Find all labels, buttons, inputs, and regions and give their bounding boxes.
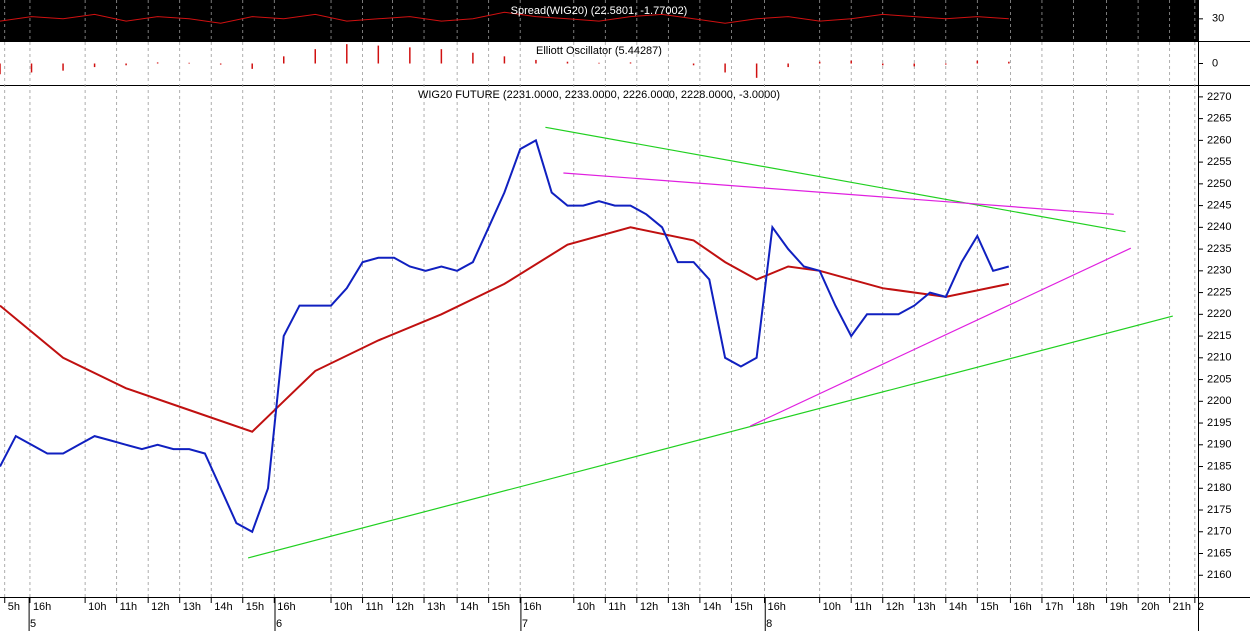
x-tick-label: 11h [854,601,872,613]
y-tick-label: 2235 [1207,243,1231,255]
x-tick-label: 12h [151,601,169,613]
y-tick-label: 2205 [1207,373,1231,385]
x-tick-label: 13h [183,601,201,613]
x-tick-label: 12h [640,601,658,613]
x-tick-label: 14h [949,601,967,613]
x-tick-label: 13h [671,601,689,613]
series-line [0,138,1010,534]
x-tick-label: 15h [492,601,510,613]
x-tick-label: 11h [120,601,138,613]
x-tick-label: 16h [33,601,51,613]
y-tick-label: 0 [1212,57,1218,69]
trend-line [545,126,1126,233]
y-tick-label: 2160 [1207,569,1231,581]
x-tick-label: 16h [1013,601,1031,613]
y-tick-label: 2240 [1207,221,1231,233]
oscillator-title: Elliott Oscillator (5.44287) [536,45,662,57]
y-tick-label: 2250 [1207,178,1231,190]
marks [0,11,1173,559]
x-tick-label: 16h [277,601,295,613]
y-tick-label: 2165 [1207,547,1231,559]
x-tick-label: 16h [523,601,541,613]
x-tick-label: 15h [734,601,752,613]
x-tick-label: 12h [886,601,904,613]
x-tick-label: 13h [427,601,445,613]
y-tick-label: 2220 [1207,308,1231,320]
x-tick-label: 15h [980,601,998,613]
day-label: 5 [30,618,36,630]
y-tick-label: 2185 [1207,460,1231,472]
y-tick-label: 2190 [1207,439,1231,451]
x-tick-label: 2 [1198,601,1204,613]
x-tick-label: 16h [768,601,786,613]
y-tick-label: 2170 [1207,526,1231,538]
series-line [0,11,1009,24]
x-tick-label: 13h [917,601,935,613]
y-tick-label: 2255 [1207,156,1231,168]
spread-title: Spread(WIG20) (22.5801, -1.77002) [511,5,688,17]
x-tick-label: 21h [1173,601,1191,613]
y-tick-label: 30 [1212,13,1224,25]
trend-line [247,315,1173,559]
x-tick-label: 14h [460,601,478,613]
trend-line [563,172,1114,215]
x-tick-label: 12h [396,601,414,613]
chart-title: WIG20 FUTURE (2231.0000, 2233.0000, 2226… [418,89,780,101]
x-tick-label: 5h [8,601,20,613]
x-tick-label: 10h [577,601,595,613]
x-tick-label: 20h [1141,601,1159,613]
day-label: 6 [276,618,282,630]
x-tick-label: 11h [608,601,626,613]
y-tick-label: 2265 [1207,113,1231,125]
y-tick-label: 2260 [1207,134,1231,146]
x-tick-label: 11h [366,601,384,613]
y-tick-label: 2180 [1207,482,1231,494]
y-tick-label: 2195 [1207,417,1231,429]
trend-line [750,247,1132,427]
y-tick-label: 2230 [1207,265,1231,277]
y-tick-label: 2225 [1207,286,1231,298]
day-label: 7 [522,618,528,630]
x-tick-label: 14h [214,601,232,613]
x-tick-label: 10h [88,601,106,613]
y-tick-label: 2245 [1207,200,1231,212]
series-line [0,226,1010,433]
y-tick-label: 2175 [1207,504,1231,516]
x-tick-label: 10h [334,601,352,613]
x-tick-label: 14h [703,601,721,613]
y-tick-label: 2215 [1207,330,1231,342]
x-tick-label: 18h [1076,601,1094,613]
y-tick-label: 2210 [1207,352,1231,364]
x-tick-label: 10h [823,601,841,613]
x-tick-label: 15h [246,601,264,613]
y-tick-label: 2270 [1207,91,1231,103]
x-tick-label: 19h [1110,601,1128,613]
day-label: 8 [766,618,772,630]
y-tick-label: 2200 [1207,395,1231,407]
x-tick-label: 17h [1045,601,1063,613]
